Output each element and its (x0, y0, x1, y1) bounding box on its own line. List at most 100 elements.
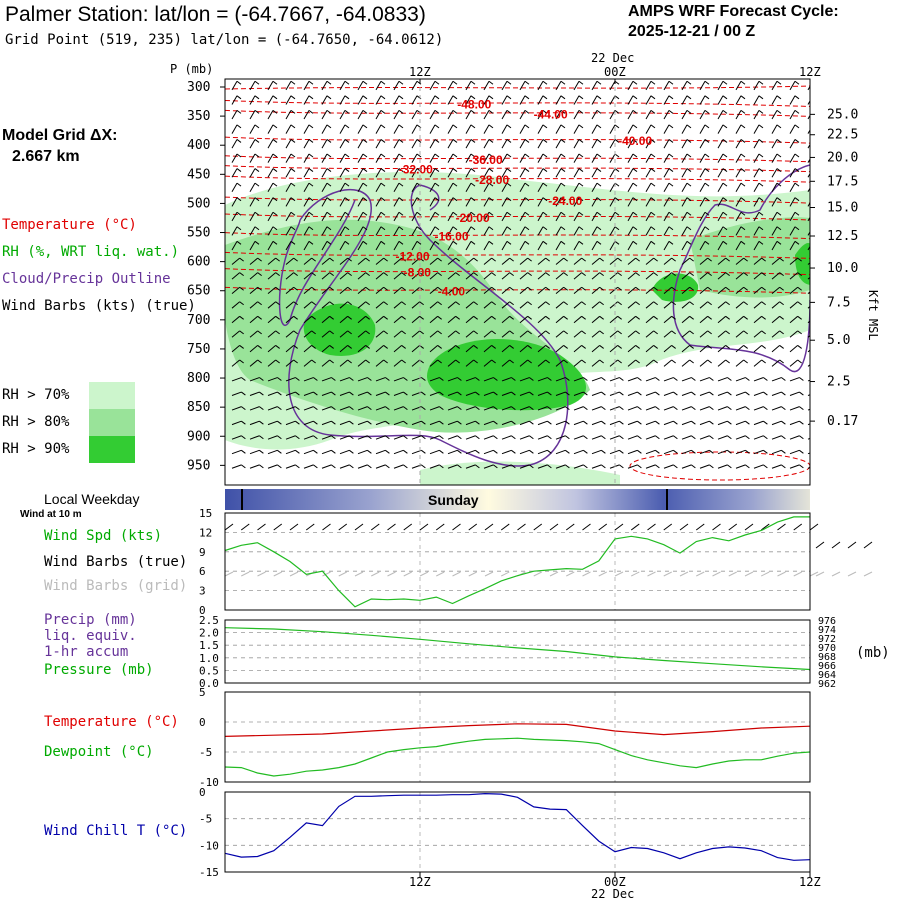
wind-barb (753, 182, 764, 193)
wind-barb (753, 345, 766, 353)
wind-barb (663, 359, 676, 367)
wind-barb (681, 315, 694, 324)
wind-barb (717, 226, 728, 236)
y-tick-label: 0.5 (199, 664, 219, 677)
wind-barb (267, 345, 280, 353)
wind-barb (357, 286, 370, 295)
wind-barb (447, 182, 458, 193)
wind-barb (411, 330, 424, 338)
wind-barb (537, 464, 552, 469)
wind-barb (627, 330, 640, 338)
wind-barb-true (435, 523, 445, 531)
wind-barb (249, 257, 262, 265)
wind-barb (699, 124, 710, 134)
wind-barb (591, 359, 604, 367)
wind-barb (483, 182, 494, 193)
time-tick-label-top: 00Z (604, 65, 626, 79)
wind-barb (807, 320, 810, 324)
wind-barb (267, 435, 282, 440)
wind-barb (501, 211, 512, 222)
pressure-tick-label: 350 (187, 109, 210, 124)
wind-barb (501, 153, 512, 163)
wind-barb-true (598, 523, 608, 531)
wind-barb (771, 286, 784, 295)
wind-barb (519, 286, 532, 295)
wind-barb (231, 345, 244, 353)
wind-barb (735, 80, 746, 91)
isotherm-line (225, 213, 810, 221)
wind-barb (447, 272, 460, 280)
wind-barb (609, 153, 620, 163)
wind-barb (591, 80, 602, 91)
wind-barb (735, 182, 746, 193)
wind-barb (483, 464, 498, 469)
wind-barb (429, 272, 442, 280)
wind-barb (645, 226, 656, 236)
wind-barb (429, 139, 440, 149)
wind-barb (735, 435, 750, 440)
panel-frame (224, 619, 811, 684)
wind-barb-true (549, 523, 559, 531)
wind-barb (429, 168, 440, 178)
wind-barb (663, 345, 676, 353)
wind-barb (483, 240, 494, 251)
wind-barb (375, 435, 390, 440)
pressure-tick-label-right: 976 (818, 616, 836, 627)
isotherm-label: -40.00 (618, 134, 652, 148)
wind-barb-grid (777, 571, 786, 577)
wind-barb (771, 153, 782, 163)
wind-barb (681, 377, 696, 382)
wind-barb (645, 197, 656, 207)
wind-barb-true (647, 523, 656, 531)
wind-barb-grid (631, 571, 640, 577)
wind-barb (789, 345, 802, 353)
wind-barb (807, 129, 810, 134)
wind-barb (303, 435, 318, 440)
wind-barb (789, 257, 802, 265)
wind-barb (447, 345, 460, 353)
wind-barb (339, 286, 352, 295)
wind-barb (789, 359, 802, 367)
wind-barb (267, 286, 280, 295)
wind-barb (465, 168, 476, 178)
wind-barb (267, 109, 278, 120)
wind-barb (303, 406, 318, 411)
wind-barb (393, 240, 404, 251)
forecast-cycle-date: 2025-12-21 / 00 Z (628, 23, 756, 40)
wind-barb (627, 139, 638, 149)
y-axis-title: P (mb) (170, 62, 214, 76)
wind-barb (645, 359, 658, 367)
wind-barb (483, 95, 494, 105)
wind-barb (753, 359, 766, 367)
wind-barb (483, 168, 494, 178)
wind-barb (807, 114, 810, 120)
wind-barb (501, 272, 514, 280)
wind-barb (753, 391, 768, 396)
wind-barb (645, 330, 658, 338)
wind-barb (771, 464, 786, 469)
wind-barb-true (760, 523, 770, 531)
wind-barb (645, 80, 656, 91)
wind-barb-grid (663, 571, 672, 577)
wind-barb-true (695, 523, 705, 531)
wind-barb (735, 272, 748, 280)
wind-barb (429, 391, 444, 396)
wind-barb (303, 211, 314, 222)
wind-barb (393, 197, 404, 207)
wind-barb (537, 359, 550, 367)
wind-barb-grid (403, 571, 412, 577)
dewpoint-label: Dewpoint (°C) (44, 744, 154, 760)
wind-barb (303, 301, 316, 309)
wind-barb (627, 182, 638, 193)
wind-barb (501, 464, 516, 469)
wind-barb (519, 330, 532, 338)
wind-barb (267, 391, 282, 396)
wind-barb (609, 197, 620, 207)
wind-barb (591, 377, 606, 382)
wind-barb (303, 109, 314, 120)
wind-barb (447, 168, 458, 178)
isotherm-line (225, 109, 810, 117)
wind-barb (591, 330, 604, 338)
wind-barb (267, 464, 282, 469)
wind-barb (429, 240, 440, 251)
